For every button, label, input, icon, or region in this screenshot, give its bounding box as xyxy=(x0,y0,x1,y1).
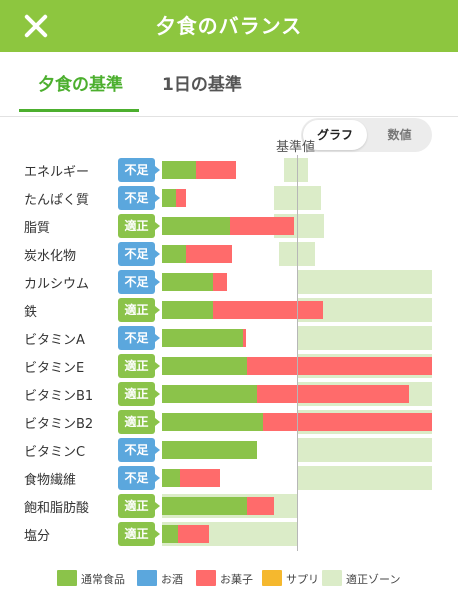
bar-segment xyxy=(162,161,196,179)
reference-line xyxy=(297,155,298,551)
legend-label: サプリ xyxy=(286,573,319,586)
bar-segment xyxy=(175,189,187,207)
legend-label: お菓子 xyxy=(220,573,253,586)
balance-chart: 基準値 エネルギー 不足 たんぱく質 不足 脂質 適正 炭水化物 不足 カルシウム 不足鉄適正 ビタ… xyxy=(0,117,458,557)
bar-segment xyxy=(162,469,180,487)
bar-segment xyxy=(162,357,248,375)
status-badge: 適正 xyxy=(118,410,160,434)
optimal-zone xyxy=(283,158,308,182)
legend-swatch xyxy=(57,570,77,586)
optimal-zone xyxy=(297,270,432,294)
status-badge: 不足 xyxy=(118,270,160,294)
bar-segment xyxy=(247,497,275,515)
optimal-zone xyxy=(297,326,432,350)
bar-segment xyxy=(162,413,264,431)
chart-row: エネルギー 不足 xyxy=(0,158,458,182)
divider xyxy=(0,116,458,117)
chart-row: ビタミンC 不足 xyxy=(0,438,458,462)
legend-label: 通常食品 xyxy=(81,573,125,586)
status-badge: 不足 xyxy=(118,438,160,462)
chart-row: 鉄 適正 xyxy=(0,298,458,322)
status-badge: 適正 xyxy=(118,382,160,406)
chart-row: ビタミンA 不足 xyxy=(0,326,458,350)
bar-segment xyxy=(256,385,410,403)
chart-row: たんぱく質 不足 xyxy=(0,186,458,210)
nutrient-label: 食物繊維 xyxy=(24,473,77,488)
optimal-zone xyxy=(279,242,315,266)
nutrient-label: ビタミンC xyxy=(24,445,86,460)
bar-segment xyxy=(229,217,295,235)
legend-swatch xyxy=(137,570,157,586)
legend-swatch xyxy=(262,570,282,586)
status-badge: 適正 xyxy=(118,298,160,322)
bar-segment xyxy=(213,301,323,319)
bar-segment xyxy=(179,469,221,487)
nutrient-label: ビタミンB2 xyxy=(24,417,94,432)
tab-dinner-standard[interactable]: 夕食の基準 xyxy=(38,75,123,95)
optimal-zone xyxy=(297,438,432,462)
tab-bar: 夕食の基準 1日の基準 グラフ 数値 xyxy=(0,52,458,152)
status-badge: 不足 xyxy=(118,158,160,182)
bar-segment xyxy=(243,329,246,347)
chart-row: 飽和脂肪酸 適正 xyxy=(0,494,458,518)
status-badge: 不足 xyxy=(118,242,160,266)
nutrient-label: 炭水化物 xyxy=(24,249,77,264)
bar-segment xyxy=(162,217,230,235)
nutrient-label: 塩分 xyxy=(24,529,51,544)
page-title: 夕食のバランス xyxy=(155,14,303,38)
status-badge: 適正 xyxy=(118,494,160,518)
nutrient-label: エネルギー xyxy=(24,165,90,180)
view-toggle-values[interactable]: 数値 xyxy=(387,128,412,142)
nutrient-label: たんぱく質 xyxy=(24,193,90,208)
chart-row: カルシウム 不足 xyxy=(0,270,458,294)
legend-swatch xyxy=(322,570,342,586)
bar-segment xyxy=(247,357,432,375)
nutrient-label: ビタミンB1 xyxy=(24,389,94,404)
nutrient-label: ビタミンE xyxy=(24,361,85,376)
app-header: 夕食のバランス xyxy=(0,0,458,52)
bar-segment xyxy=(162,329,243,347)
chart-row: 脂質 適正 xyxy=(0,214,458,238)
legend-label: 適正ゾーン xyxy=(346,573,401,586)
status-badge: 不足 xyxy=(118,186,160,210)
chart-row: 塩分 適正 xyxy=(0,522,458,546)
bar-segment xyxy=(162,497,248,515)
bar-segment xyxy=(178,525,210,543)
bar-segment xyxy=(162,525,179,543)
chart-row: ビタミンB1 適正 xyxy=(0,382,458,406)
bar-segment xyxy=(162,189,176,207)
bar-segment xyxy=(213,273,227,291)
chart-row: 炭水化物 不足 xyxy=(0,242,458,266)
chart-legend: 通常食品 お酒 お菓子 サプリ 適正ゾーン xyxy=(0,567,458,591)
tab-daily-standard[interactable]: 1日の基準 xyxy=(162,75,242,95)
bar-segment xyxy=(162,441,257,459)
optimal-zone xyxy=(297,466,432,490)
bar-segment xyxy=(162,301,214,319)
status-badge: 不足 xyxy=(118,466,160,490)
chart-row: ビタミンB2 適正 xyxy=(0,410,458,434)
legend-swatch xyxy=(196,570,216,586)
nutrient-label: 脂質 xyxy=(24,221,51,236)
nutrient-label: カルシウム xyxy=(24,277,90,292)
status-badge: 不足 xyxy=(118,326,160,350)
bar-segment xyxy=(195,161,237,179)
status-badge: 適正 xyxy=(118,522,160,546)
bar-segment xyxy=(162,245,187,263)
legend-label: お酒 xyxy=(161,573,183,586)
reference-label: 基準値 xyxy=(276,140,316,155)
nutrient-label: 鉄 xyxy=(24,305,38,320)
status-badge: 適正 xyxy=(118,214,160,238)
bar-segment xyxy=(162,273,214,291)
view-toggle-graph[interactable]: グラフ xyxy=(303,120,367,150)
bar-segment xyxy=(162,385,257,403)
chart-row: ビタミンE 適正 xyxy=(0,354,458,378)
status-badge: 適正 xyxy=(118,354,160,378)
chart-row: 食物繊維 不足 xyxy=(0,466,458,490)
nutrient-label: ビタミンA xyxy=(24,333,85,348)
nutrient-label: 飽和脂肪酸 xyxy=(24,501,90,516)
active-tab-indicator xyxy=(19,109,139,112)
view-toggle: グラフ 数値 xyxy=(301,118,432,152)
bar-segment xyxy=(263,413,432,431)
bar-segment xyxy=(186,245,233,263)
